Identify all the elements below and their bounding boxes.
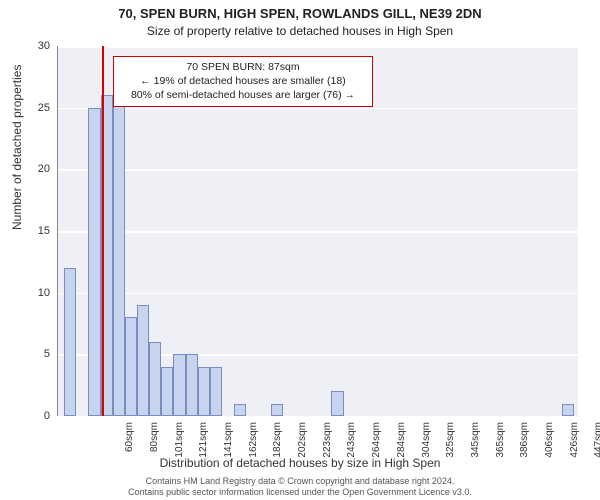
ytick-label: 15 [0, 225, 50, 237]
xtick-label: 182sqm [272, 422, 283, 472]
histogram-bar [149, 342, 161, 416]
xtick-label: 202sqm [297, 422, 308, 472]
xtick-label: 243sqm [346, 422, 357, 472]
histogram-bar [198, 367, 210, 416]
y-axis-label: Number of detached properties [10, 65, 24, 230]
chart-title-sub: Size of property relative to detached ho… [0, 24, 600, 38]
highlight-line [102, 46, 104, 416]
gridline [58, 108, 578, 110]
gridline [58, 169, 578, 171]
histogram-bar [234, 404, 246, 416]
xtick-label: 325sqm [445, 422, 456, 472]
xtick-label: 406sqm [544, 422, 555, 472]
gridline [58, 231, 578, 233]
xtick-label: 264sqm [371, 422, 382, 472]
gridline [58, 46, 578, 48]
histogram-bar [125, 317, 137, 416]
xtick-label: 365sqm [495, 422, 506, 472]
plot-area: 70 SPEN BURN: 87sqm← 19% of detached hou… [58, 46, 578, 416]
xtick-label: 426sqm [569, 422, 580, 472]
histogram-bar [64, 268, 76, 416]
histogram-bar [137, 305, 149, 416]
annotation-line: ← 19% of detached houses are smaller (18… [122, 74, 364, 88]
histogram-bar [88, 108, 100, 416]
annotation-box: 70 SPEN BURN: 87sqm← 19% of detached hou… [113, 56, 373, 107]
xtick-label: 141sqm [223, 422, 234, 472]
gridline [58, 293, 578, 295]
histogram-bar [113, 95, 125, 416]
xtick-label: 223sqm [322, 422, 333, 472]
histogram-bar [271, 404, 283, 416]
ytick-label: 5 [0, 348, 50, 360]
histogram-bar [173, 354, 185, 416]
histogram-bar [186, 354, 198, 416]
xtick-label: 447sqm [593, 422, 600, 472]
xtick-label: 386sqm [519, 422, 530, 472]
ytick-label: 20 [0, 163, 50, 175]
xtick-label: 345sqm [470, 422, 481, 472]
histogram-bar [210, 367, 222, 416]
xtick-label: 101sqm [174, 422, 185, 472]
ytick-label: 25 [0, 102, 50, 114]
footer-line-1: Contains HM Land Registry data © Crown c… [0, 476, 600, 487]
histogram-bar [562, 404, 574, 416]
xtick-label: 162sqm [248, 422, 259, 472]
annotation-line: 80% of semi-detached houses are larger (… [122, 88, 364, 102]
ytick-label: 10 [0, 287, 50, 299]
footer-line-2: Contains public sector information licen… [0, 487, 600, 498]
annotation-line: 70 SPEN BURN: 87sqm [122, 60, 364, 74]
histogram-bar [161, 367, 173, 416]
chart-title-main: 70, SPEN BURN, HIGH SPEN, ROWLANDS GILL,… [0, 6, 600, 21]
xtick-label: 304sqm [421, 422, 432, 472]
footer-attribution: Contains HM Land Registry data © Crown c… [0, 476, 600, 499]
ytick-label: 30 [0, 40, 50, 52]
xtick-label: 121sqm [198, 422, 209, 472]
ytick-label: 0 [0, 410, 50, 422]
gridline [58, 416, 578, 418]
xtick-label: 284sqm [396, 422, 407, 472]
xtick-label: 60sqm [124, 422, 135, 472]
xtick-label: 80sqm [149, 422, 160, 472]
histogram-bar [331, 391, 343, 416]
